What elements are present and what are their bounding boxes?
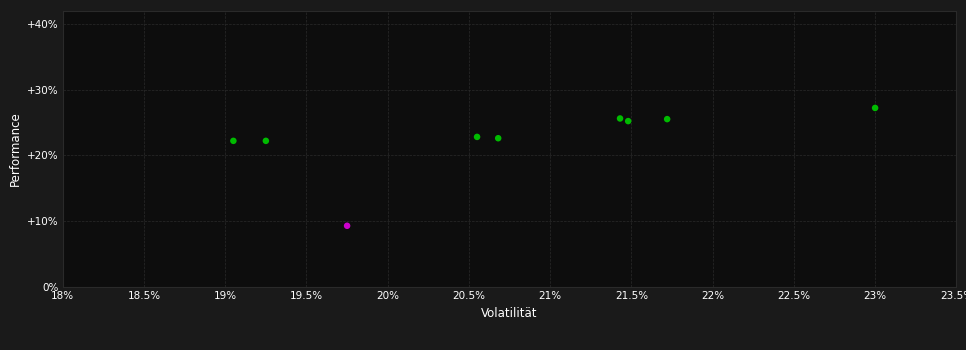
Point bbox=[620, 118, 636, 124]
Point bbox=[491, 135, 506, 141]
Y-axis label: Performance: Performance bbox=[9, 111, 21, 186]
Point bbox=[469, 134, 485, 140]
X-axis label: Volatilität: Volatilität bbox=[481, 307, 538, 320]
Point bbox=[612, 116, 628, 121]
Point bbox=[339, 223, 355, 229]
Point bbox=[258, 138, 273, 144]
Point bbox=[226, 138, 242, 144]
Point bbox=[660, 116, 675, 122]
Point bbox=[867, 105, 883, 111]
